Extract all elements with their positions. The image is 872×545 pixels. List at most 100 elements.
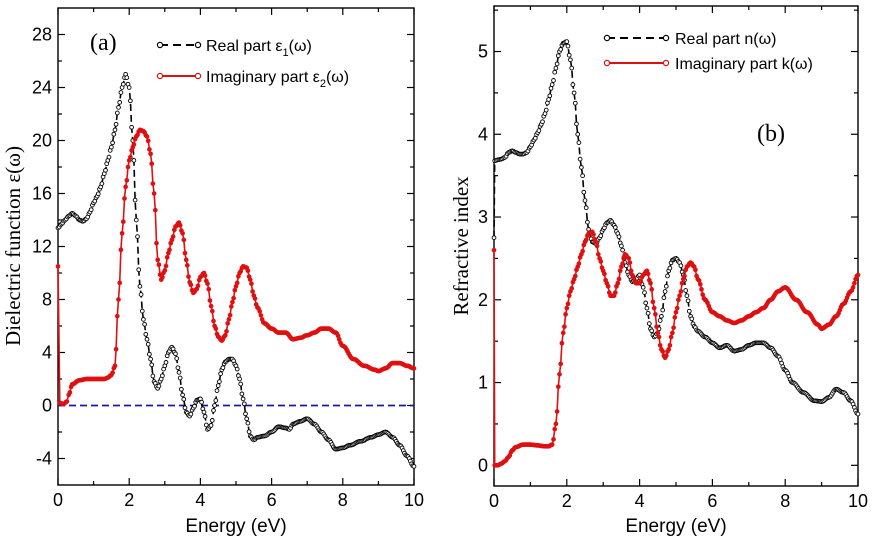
data-point	[649, 287, 655, 292]
data-point	[595, 251, 601, 257]
data-point	[211, 408, 216, 413]
data-point	[638, 278, 644, 284]
data-point	[182, 405, 188, 411]
data-point	[555, 53, 561, 59]
data-point	[160, 274, 165, 280]
data-point	[575, 131, 581, 137]
x-tick-label: 6	[707, 491, 717, 511]
data-point	[653, 311, 658, 317]
panel-b-xlabel: Energy (eV)	[625, 516, 726, 537]
data-point	[679, 280, 685, 286]
data-point	[201, 409, 207, 415]
legend-marker-real-n	[662, 34, 670, 42]
data-point	[655, 330, 661, 336]
data-point	[660, 349, 666, 354]
data-point	[656, 334, 662, 340]
y-tick-label: 20	[32, 131, 52, 151]
data-point	[209, 418, 215, 423]
data-point	[113, 121, 119, 127]
y-tick-label: 28	[32, 25, 52, 45]
data-point	[666, 347, 672, 352]
data-point	[536, 128, 542, 133]
data-point	[230, 299, 235, 305]
data-point	[645, 271, 651, 277]
panel-b-series	[491, 39, 861, 468]
data-point	[660, 307, 666, 313]
y-tick-label: 4	[478, 124, 488, 144]
data-point	[217, 379, 222, 384]
x-tick-label: 6	[267, 490, 277, 510]
data-point	[628, 268, 634, 274]
data-point	[111, 131, 117, 137]
data-point	[640, 285, 646, 290]
y-tick-label: 12	[32, 237, 52, 257]
data-point	[411, 464, 417, 469]
data-point	[674, 305, 680, 311]
data-point	[663, 353, 669, 359]
data-point	[612, 290, 618, 295]
data-point	[626, 256, 632, 261]
legend-marker-imag-k	[662, 59, 670, 67]
data-point	[124, 177, 130, 183]
data-point	[546, 97, 551, 102]
data-point	[138, 292, 144, 297]
data-point	[156, 383, 162, 389]
data-point	[667, 342, 673, 348]
data-point	[224, 328, 229, 334]
panel-b-ticks: 0 2 4 6 8 10 0 1 2 3 4 5	[478, 6, 868, 511]
data-point	[551, 437, 556, 442]
data-point	[554, 409, 560, 414]
data-point	[570, 82, 576, 87]
data-point	[184, 263, 190, 268]
data-point	[631, 274, 636, 280]
data-point	[220, 365, 226, 371]
x-tick-label: 10	[404, 490, 424, 510]
data-point	[238, 381, 244, 387]
data-point	[665, 273, 670, 279]
series-a-1	[55, 127, 417, 407]
data-point	[122, 196, 127, 201]
data-point	[616, 276, 622, 282]
data-point	[411, 366, 417, 371]
data-point	[547, 93, 553, 99]
data-point	[583, 237, 589, 243]
data-point	[206, 286, 212, 292]
data-point	[659, 313, 664, 319]
data-point	[678, 289, 684, 294]
data-point	[689, 316, 695, 322]
legend-label-imag-k: Imaginary part k(ω)	[675, 56, 813, 73]
data-point	[144, 336, 150, 342]
data-point	[558, 361, 564, 367]
data-point	[257, 309, 263, 314]
data-point	[234, 280, 240, 286]
data-point	[199, 399, 204, 405]
x-tick-label: 8	[338, 490, 348, 510]
data-point	[247, 277, 253, 282]
data-point	[693, 267, 698, 273]
legend-marker-imag-eps	[156, 72, 164, 80]
data-point	[55, 264, 61, 269]
data-point	[156, 262, 162, 268]
data-point	[177, 375, 183, 381]
data-point	[240, 396, 246, 402]
data-point	[218, 371, 223, 377]
data-point	[241, 401, 247, 407]
data-point	[131, 142, 137, 147]
data-point	[215, 383, 221, 388]
data-point	[167, 247, 172, 253]
data-point	[139, 308, 145, 314]
data-point	[668, 334, 674, 340]
data-point	[564, 39, 570, 44]
data-point	[560, 330, 566, 336]
panel-a-xlabel: Energy (eV)	[185, 516, 286, 537]
data-point	[671, 325, 676, 331]
data-point	[174, 356, 180, 361]
data-point	[162, 268, 168, 273]
data-point	[112, 363, 118, 369]
data-point	[173, 351, 178, 357]
data-point	[145, 341, 151, 347]
data-point	[128, 98, 133, 104]
data-point	[615, 280, 621, 286]
data-point	[602, 271, 607, 277]
data-point	[135, 234, 140, 239]
